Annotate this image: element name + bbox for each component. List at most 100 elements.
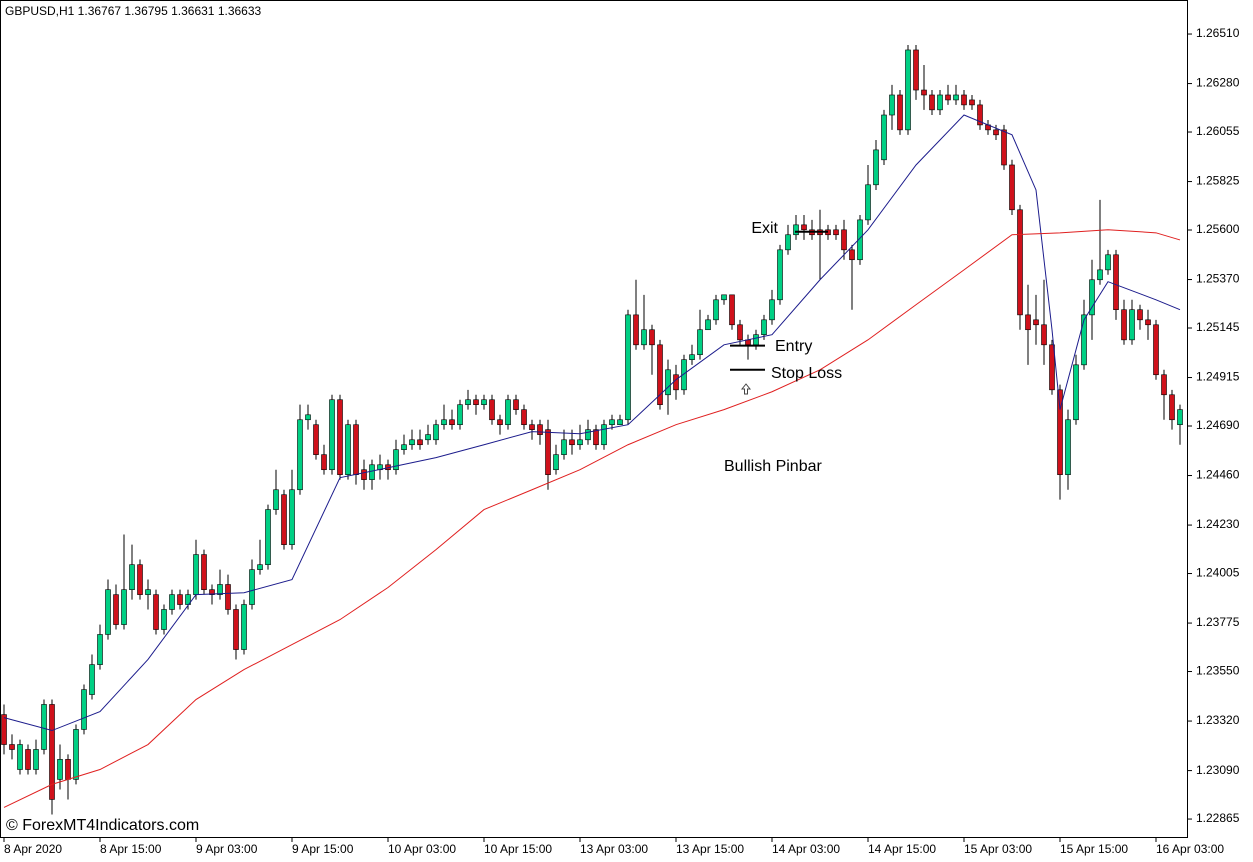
- candle-body: [553, 454, 559, 471]
- candle-body: [641, 329, 647, 346]
- candle-body: [1049, 344, 1055, 391]
- candle-body: [57, 759, 63, 780]
- candle-body: [1009, 164, 1015, 211]
- candle-body: [353, 424, 359, 475]
- candle-body: [193, 554, 199, 595]
- candle-body: [65, 759, 71, 780]
- candle-body: [761, 319, 767, 335]
- y-tick-label: 1.25145: [1196, 320, 1240, 334]
- candle-body: [689, 354, 695, 360]
- candle-body: [441, 419, 447, 426]
- candle-body: [177, 594, 183, 605]
- y-tick-label: 1.26055: [1196, 124, 1240, 138]
- candle-body: [489, 399, 495, 421]
- candle-body: [1081, 314, 1087, 366]
- candle-body: [329, 399, 335, 471]
- candle-body: [289, 489, 295, 545]
- candle-body: [105, 589, 111, 635]
- candle-body: [905, 49, 911, 131]
- candle-body: [449, 419, 455, 426]
- candle-body: [801, 224, 807, 231]
- candle-body: [9, 744, 15, 750]
- candle-body: [841, 229, 847, 251]
- candle-body: [1169, 394, 1175, 421]
- candle-body: [361, 469, 367, 480]
- x-tick-label: 8 Apr 2020: [4, 842, 62, 856]
- candle-body: [593, 429, 599, 446]
- candle-body: [417, 439, 423, 446]
- x-tick-label: 13 Apr 15:00: [676, 842, 744, 856]
- candle-body: [945, 94, 951, 101]
- candle-body: [337, 399, 343, 475]
- candle-body: [1073, 364, 1079, 421]
- candle-body: [33, 749, 39, 770]
- candle-body: [89, 664, 95, 695]
- candle-body: [369, 464, 375, 480]
- y-tick-label: 1.23550: [1196, 664, 1240, 678]
- arrow-icon: [740, 383, 752, 395]
- candle-body: [393, 449, 399, 471]
- y-tick-label: 1.26510: [1196, 26, 1240, 40]
- candle-body: [953, 94, 959, 101]
- candle-body: [265, 509, 271, 565]
- candle-body: [681, 359, 687, 391]
- y-tick-label: 1.24230: [1196, 517, 1240, 531]
- candle-body: [169, 594, 175, 610]
- candle-body: [113, 594, 119, 625]
- candle-body: [657, 344, 663, 405]
- y-tick-label: 1.26280: [1196, 76, 1240, 90]
- candle-body: [785, 234, 791, 251]
- candle-body: [481, 399, 487, 405]
- candle-body: [929, 94, 935, 111]
- candle-body: [73, 729, 79, 780]
- x-tick-label: 14 Apr 15:00: [868, 842, 936, 856]
- candle-body: [1017, 209, 1023, 316]
- candle-body: [777, 249, 783, 301]
- candle-body: [705, 319, 711, 331]
- candle-body: [1121, 309, 1127, 341]
- candle-body: [433, 424, 439, 441]
- level-label: Entry: [775, 338, 812, 355]
- candle-body: [1161, 374, 1167, 396]
- candle-body: [769, 299, 775, 321]
- candle-body: [961, 94, 967, 106]
- candle-body: [617, 419, 623, 426]
- candle-body: [1001, 129, 1007, 166]
- candle-body: [1025, 314, 1031, 331]
- x-tick-label: 10 Apr 15:00: [484, 842, 552, 856]
- candle-body: [545, 429, 551, 475]
- x-tick-label: 15 Apr 03:00: [964, 842, 1032, 856]
- candle-body: [225, 584, 231, 610]
- candle-body: [513, 399, 519, 410]
- candle-body: [345, 424, 351, 475]
- candle-body: [17, 744, 23, 770]
- candle-body: [969, 99, 975, 106]
- y-tick-label: 1.24690: [1196, 418, 1240, 432]
- candle-body: [665, 369, 671, 396]
- candle-body: [505, 399, 511, 426]
- candle-body: [1137, 309, 1143, 321]
- candle-body: [1041, 324, 1047, 346]
- candle-body: [849, 249, 855, 261]
- candle-body: [1057, 389, 1063, 475]
- candle-body: [129, 564, 135, 590]
- y-tick-label: 1.22865: [1196, 811, 1240, 825]
- candle-body: [185, 594, 191, 605]
- candle-body: [913, 49, 919, 91]
- candle-body: [401, 444, 407, 450]
- candle-body: [273, 489, 279, 510]
- candle-body: [1177, 409, 1183, 426]
- candle-body: [41, 704, 47, 750]
- x-tick-label: 10 Apr 03:00: [388, 842, 456, 856]
- candle-body: [257, 564, 263, 570]
- candle-body: [457, 404, 463, 426]
- candle-body: [1065, 419, 1071, 475]
- candle-body: [25, 749, 31, 770]
- candle-body: [409, 439, 415, 446]
- watermark: © ForexMT4Indicators.com: [6, 817, 199, 834]
- candle-body: [49, 704, 55, 800]
- candle-body: [465, 399, 471, 405]
- candle-body: [737, 324, 743, 341]
